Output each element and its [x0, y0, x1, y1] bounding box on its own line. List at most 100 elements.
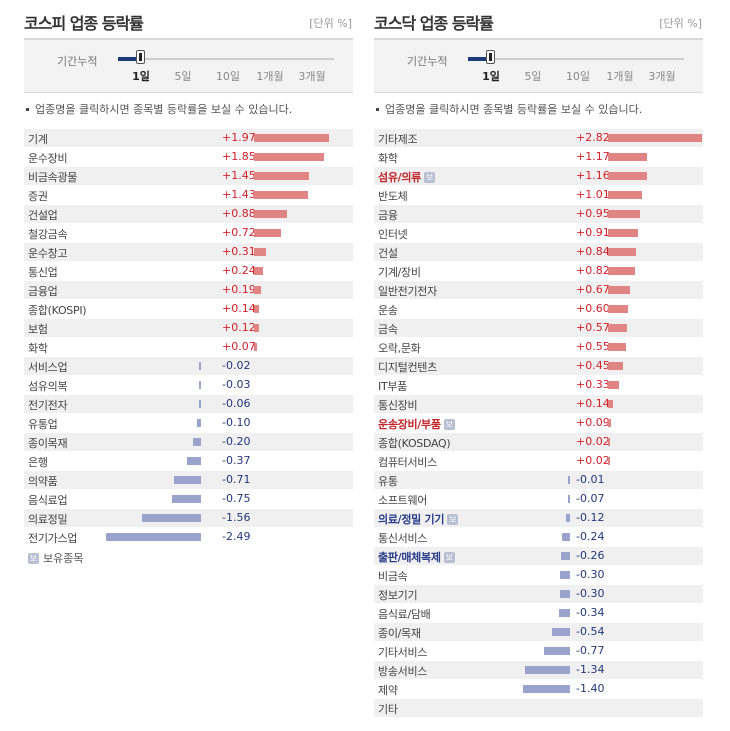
sector-row[interactable]: 섬유/의류 보 +1.16	[374, 167, 703, 186]
sector-row[interactable]: 운수장비 +1.85	[24, 148, 353, 167]
sector-row[interactable]: 음식료/담배 -0.34	[374, 604, 703, 623]
sector-row[interactable]: 오락,문화 +0.55	[374, 338, 703, 357]
sector-name[interactable]: 의료/정밀 기기 보	[378, 513, 459, 526]
kospi-tick-10d[interactable]: 10일	[215, 70, 241, 83]
sector-row[interactable]: IT부품 +0.33	[374, 376, 703, 395]
sector-row[interactable]: 의료정밀 -1.56	[24, 509, 353, 528]
sector-name[interactable]: 방송서비스	[378, 665, 428, 678]
sector-row[interactable]: 비금속광물 +1.45	[24, 167, 353, 186]
kosdaq-tick-1d[interactable]: 1일	[482, 70, 500, 83]
sector-name[interactable]: 정보기기	[378, 589, 418, 602]
sector-name[interactable]: 통신업	[28, 266, 58, 279]
sector-name[interactable]: 화학	[378, 152, 398, 165]
sector-row[interactable]: 기계/장비 +0.82	[374, 262, 703, 281]
sector-row[interactable]: 일반전기전자 +0.67	[374, 281, 703, 300]
sector-row[interactable]: 통신서비스 -0.24	[374, 528, 703, 547]
sector-name[interactable]: 종합(KOSPI)	[28, 304, 87, 317]
sector-name[interactable]: 기타서비스	[378, 646, 428, 659]
sector-name[interactable]: IT부품	[378, 380, 408, 393]
sector-row[interactable]: 건설 +0.84	[374, 243, 703, 262]
sector-row[interactable]: 철강금속 +0.72	[24, 224, 353, 243]
sector-name[interactable]: 출판/매체복제 보	[378, 551, 455, 564]
sector-name[interactable]: 전기가스업	[28, 532, 78, 545]
kospi-slider-handle[interactable]	[136, 50, 145, 64]
sector-row[interactable]: 방송서비스 -1.34	[374, 661, 703, 680]
sector-name[interactable]: 디지털컨텐츠	[378, 361, 437, 374]
sector-row[interactable]: 은행 -0.37	[24, 452, 353, 471]
kosdaq-tick-1m[interactable]: 1개월	[606, 70, 634, 83]
sector-row[interactable]: 종합(KOSPI) +0.14	[24, 300, 353, 319]
sector-name[interactable]: 기계/장비	[378, 266, 421, 279]
sector-row[interactable]: 종합(KOSDAQ) +0.02	[374, 433, 703, 452]
sector-name[interactable]: 유통	[378, 475, 398, 488]
sector-name[interactable]: 의약품	[28, 475, 58, 488]
sector-row[interactable]: 기계 +1.97	[24, 129, 353, 148]
sector-row[interactable]: 디지털컨텐츠 +0.45	[374, 357, 703, 376]
sector-name[interactable]: 인터넷	[378, 228, 408, 241]
sector-name[interactable]: 건설	[378, 247, 398, 260]
kospi-tick-1d[interactable]: 1일	[132, 70, 150, 83]
sector-name[interactable]: 음식료업	[28, 494, 68, 507]
sector-row[interactable]: 보험 +0.12	[24, 319, 353, 338]
kosdaq-tick-10d[interactable]: 10일	[565, 70, 591, 83]
sector-name[interactable]: 운수창고	[28, 247, 68, 260]
sector-name[interactable]: 의료정밀	[28, 513, 68, 526]
sector-row[interactable]: 증권 +1.43	[24, 186, 353, 205]
kospi-tick-5d[interactable]: 5일	[174, 70, 192, 83]
sector-row[interactable]: 음식료업 -0.75	[24, 490, 353, 509]
kospi-tick-3m[interactable]: 3개월	[298, 70, 326, 83]
sector-row[interactable]: 종이목재 -0.20	[24, 433, 353, 452]
sector-name[interactable]: 건설업	[28, 209, 58, 222]
sector-row[interactable]: 비금속 -0.30	[374, 566, 703, 585]
sector-name[interactable]: 보험	[28, 323, 48, 336]
sector-name[interactable]: 섬유의복	[28, 380, 68, 393]
sector-row[interactable]: 금속 +0.57	[374, 319, 703, 338]
sector-name[interactable]: 반도체	[378, 190, 408, 203]
sector-name[interactable]: 금융업	[28, 285, 58, 298]
kosdaq-slider-handle[interactable]	[486, 50, 495, 64]
sector-name[interactable]: 운송	[378, 304, 398, 317]
sector-row[interactable]: 운송장비/부품 보 +0.09	[374, 414, 703, 433]
sector-row[interactable]: 전기가스업 -2.49	[24, 528, 353, 547]
sector-row[interactable]: 운수창고 +0.31	[24, 243, 353, 262]
sector-row[interactable]: 화학 +0.07	[24, 338, 353, 357]
sector-name[interactable]: 금융	[378, 209, 398, 222]
kosdaq-tick-5d[interactable]: 5일	[524, 70, 542, 83]
sector-name[interactable]: 철강금속	[28, 228, 68, 241]
sector-name[interactable]: 종이/목재	[378, 627, 421, 640]
sector-row[interactable]: 소프트웨어 -0.07	[374, 490, 703, 509]
sector-name[interactable]: 비금속광물	[28, 171, 78, 184]
sector-name[interactable]: 일반전기전자	[378, 285, 437, 298]
sector-name[interactable]: 섬유/의류 보	[378, 171, 435, 184]
sector-name[interactable]: 증권	[28, 190, 48, 203]
kospi-tick-1m[interactable]: 1개월	[256, 70, 284, 83]
sector-row[interactable]: 화학 +1.17	[374, 148, 703, 167]
sector-name[interactable]: 음식료/담배	[378, 608, 431, 621]
sector-row[interactable]: 금융 +0.95	[374, 205, 703, 224]
sector-name[interactable]: 종이목재	[28, 437, 68, 450]
sector-name[interactable]: 제약	[378, 684, 398, 697]
kosdaq-slider-track[interactable]	[468, 57, 684, 61]
sector-row[interactable]: 운송 +0.60	[374, 300, 703, 319]
sector-name[interactable]: 서비스업	[28, 361, 68, 374]
sector-name[interactable]: 화학	[28, 342, 48, 355]
sector-name[interactable]: 기계	[28, 133, 48, 146]
sector-row[interactable]: 통신업 +0.24	[24, 262, 353, 281]
sector-row[interactable]: 건설업 +0.88	[24, 205, 353, 224]
sector-name[interactable]: 기타	[378, 703, 398, 716]
sector-name[interactable]: 오락,문화	[378, 342, 421, 355]
sector-name[interactable]: 운송장비/부품 보	[378, 418, 455, 431]
kospi-slider-track[interactable]	[118, 57, 334, 61]
sector-row[interactable]: 통신장비 +0.14	[374, 395, 703, 414]
sector-row[interactable]: 정보기기 -0.30	[374, 585, 703, 604]
sector-name[interactable]: 통신서비스	[378, 532, 428, 545]
sector-name[interactable]: 유통업	[28, 418, 58, 431]
sector-name[interactable]: 통신장비	[378, 399, 418, 412]
sector-row[interactable]: 서비스업 -0.02	[24, 357, 353, 376]
sector-row[interactable]: 섬유의복 -0.03	[24, 376, 353, 395]
sector-row[interactable]: 기타서비스 -0.77	[374, 642, 703, 661]
sector-row[interactable]: 컴퓨터서비스 +0.02	[374, 452, 703, 471]
sector-row[interactable]: 출판/매체복제 보 -0.26	[374, 547, 703, 566]
sector-row[interactable]: 제약 -1.40	[374, 680, 703, 699]
sector-name[interactable]: 전기전자	[28, 399, 68, 412]
